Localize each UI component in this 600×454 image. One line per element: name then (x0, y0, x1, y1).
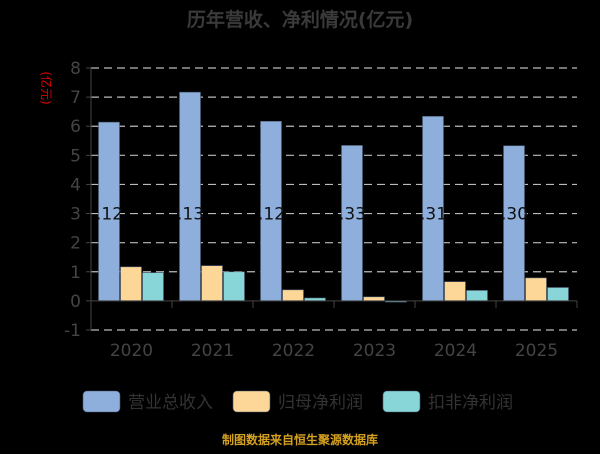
bar-value-label: .12 (96, 205, 123, 225)
x-tick-label: 2024 (434, 341, 477, 361)
x-tick-label: 2021 (191, 341, 234, 361)
legend-swatch-1 (232, 390, 271, 413)
bar-value-label: .30 (501, 205, 528, 225)
legend-label-1: 归母净利润 (278, 393, 363, 413)
x-tick-label: 2023 (353, 341, 396, 361)
legend-swatch-0 (82, 390, 121, 413)
y-tick-label: 4 (70, 175, 81, 195)
y-tick-label: 3 (70, 205, 81, 225)
bar-value-label: .33 (339, 205, 366, 225)
bar-2020-2 (142, 272, 164, 302)
footer-source: 制图数据来自恒生聚源数据库 (222, 432, 378, 447)
bar-2023-1 (363, 296, 385, 302)
y-tick-label: -1 (64, 321, 81, 341)
y-tick-label: 5 (70, 146, 81, 166)
legend-label-0: 营业总收入 (128, 393, 213, 413)
bar-value-label: .13 (177, 205, 204, 225)
legend-label-2: 扣非净利润 (428, 393, 513, 413)
y-tick-label: 0 (70, 292, 81, 312)
y-tick-label: 8 (70, 59, 81, 79)
bar-2024-1 (444, 281, 466, 302)
y-tick-label: 7 (70, 88, 81, 108)
bar-2021-1 (201, 265, 223, 302)
bar-2025-1 (525, 277, 547, 302)
legend-swatch-2 (382, 390, 421, 413)
bar-2020-1 (120, 266, 142, 302)
x-tick-label: 2020 (110, 341, 153, 361)
x-tick-label: 2022 (272, 341, 315, 361)
y-tick-label: 6 (70, 117, 81, 137)
bar-value-label: .12 (258, 205, 285, 225)
bar-2021-0 (179, 91, 201, 302)
bar-value-label: .31 (420, 205, 447, 225)
chart-title: 历年营收、净利情况(亿元) (187, 8, 413, 31)
bar-2021-2 (223, 271, 245, 302)
x-tick-label: 2025 (515, 341, 558, 361)
y-tick-label: 2 (70, 234, 81, 254)
y-tick-label: 1 (70, 263, 81, 283)
bar-2025-2 (547, 287, 569, 302)
bar-2022-1 (282, 289, 304, 302)
y-axis-label: (亿元) (39, 71, 54, 104)
bar-2024-2 (466, 290, 488, 302)
